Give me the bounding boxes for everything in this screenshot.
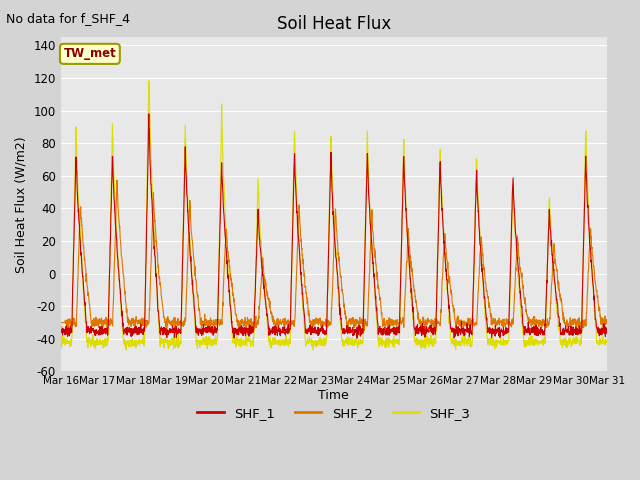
SHF_3: [350, 342, 358, 348]
SHF_2: [556, 288, 563, 294]
SHF_1: [350, 330, 358, 336]
Legend: SHF_1, SHF_2, SHF_3: SHF_1, SHF_2, SHF_3: [192, 401, 476, 425]
SHF_3: [309, 347, 317, 353]
Line: SHF_3: SHF_3: [61, 81, 607, 350]
SHF_2: [209, 317, 217, 323]
SHF_3: [362, 199, 370, 205]
Line: SHF_1: SHF_1: [61, 114, 607, 338]
SHF_1: [209, 332, 217, 338]
SHF_3: [570, 339, 578, 345]
SHF_2: [113, 177, 121, 183]
SHF_2: [350, 323, 358, 328]
Line: SHF_2: SHF_2: [61, 180, 607, 331]
SHF_1: [362, 210, 370, 216]
SHF_3: [493, 340, 500, 346]
SHF_3: [57, 340, 65, 346]
SHF_1: [353, 336, 361, 341]
SHF_3: [603, 340, 611, 346]
Text: No data for f_SHF_4: No data for f_SHF_4: [6, 12, 131, 25]
Y-axis label: Soil Heat Flux (W/m2): Soil Heat Flux (W/m2): [15, 136, 28, 273]
SHF_1: [556, 314, 563, 320]
SHF_1: [145, 111, 153, 117]
SHF_3: [209, 343, 217, 348]
Text: TW_met: TW_met: [63, 48, 116, 60]
SHF_1: [57, 324, 65, 329]
SHF_2: [603, 318, 611, 324]
X-axis label: Time: Time: [319, 389, 349, 402]
SHF_3: [556, 328, 563, 334]
SHF_3: [145, 78, 153, 84]
SHF_2: [570, 316, 578, 322]
SHF_2: [57, 320, 65, 325]
SHF_2: [362, 319, 370, 325]
SHF_2: [493, 322, 500, 328]
SHF_2: [360, 328, 368, 334]
Title: Soil Heat Flux: Soil Heat Flux: [276, 15, 391, 33]
SHF_1: [570, 327, 578, 333]
SHF_1: [603, 331, 611, 336]
SHF_1: [493, 326, 500, 332]
